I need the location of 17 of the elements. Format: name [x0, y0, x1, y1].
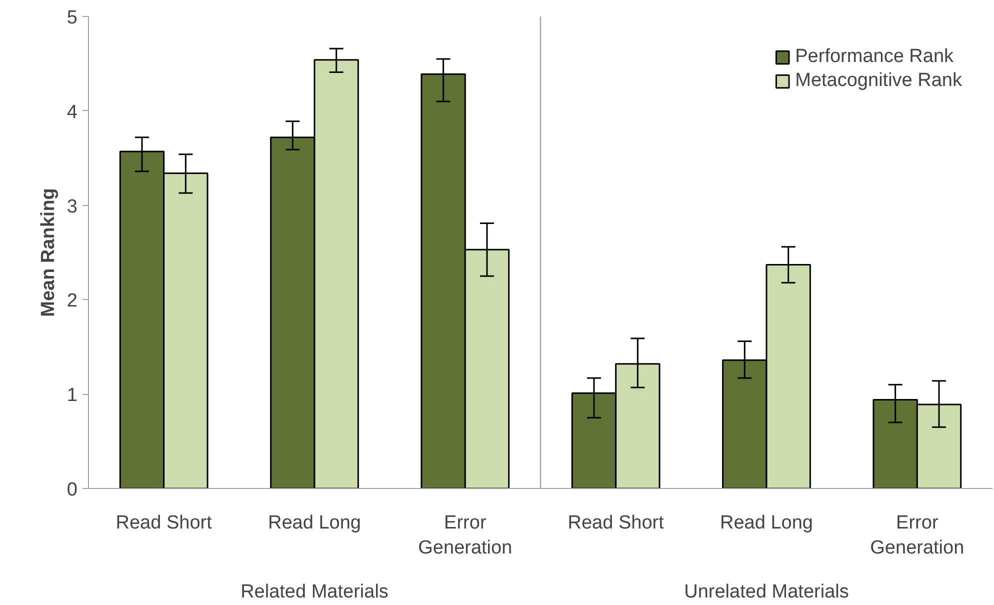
- y-tick-label: 3: [66, 196, 78, 218]
- y-tick-label: 1: [66, 385, 78, 406]
- x-tick-label: Error Generation: [418, 512, 512, 559]
- y-tick-label: 5: [66, 8, 78, 28]
- y-tick-label: 4: [66, 102, 78, 123]
- x-tick-label: Read Long: [720, 512, 813, 534]
- x-tick-label: Error Generation: [870, 512, 964, 559]
- y-tick-label: 2: [66, 290, 78, 312]
- x-tick-label: Read Short: [116, 512, 213, 534]
- x-tick-label: Read Long: [268, 512, 361, 534]
- legend-label: Performance Rank: [795, 46, 954, 68]
- text: Related Materials: [240, 582, 388, 602]
- y-axis-title: Mean Ranking: [38, 188, 59, 317]
- text: Unrelated Materials: [684, 582, 849, 602]
- y-tick-label: 0: [66, 480, 78, 500]
- legend-label: Metacognitive Rank: [795, 70, 962, 92]
- x-tick-label: Read Short: [568, 512, 665, 534]
